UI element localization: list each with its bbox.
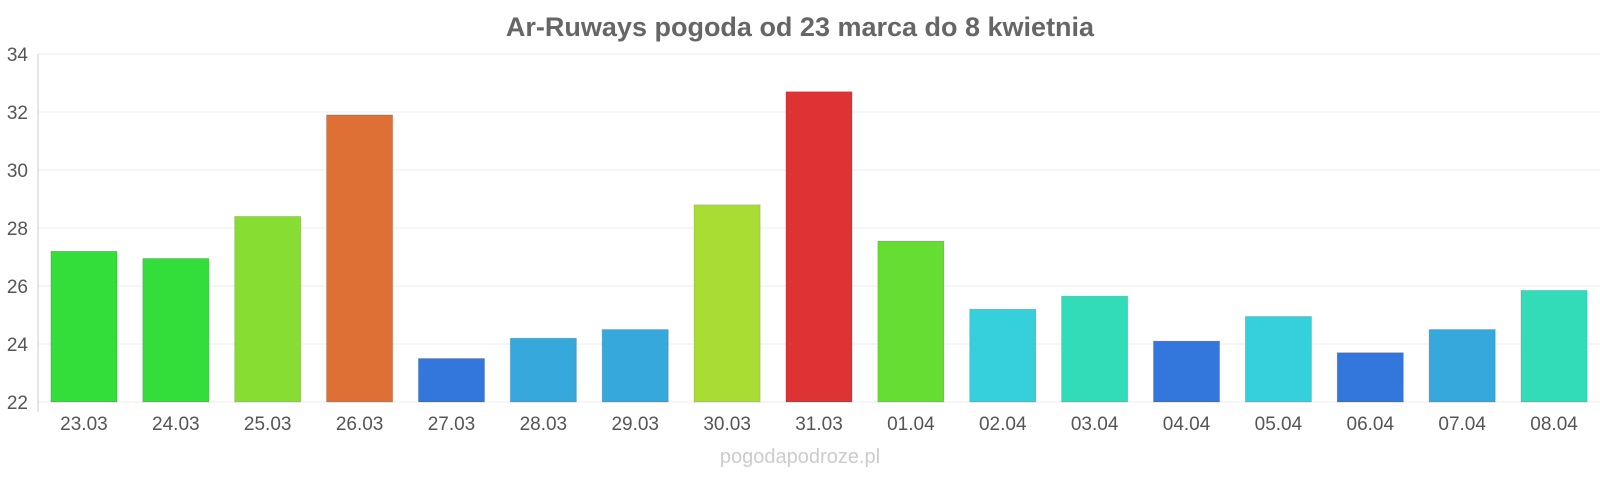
bar-28.03 [509, 337, 577, 403]
y-axis-ticks: 22 24 26 28 30 32 34 [7, 45, 29, 414]
x-tick-label: 02.04 [979, 414, 1027, 435]
x-tick-label: 23.03 [60, 414, 108, 435]
bar-30.03 [693, 204, 761, 403]
bar-05.04 [1244, 315, 1312, 403]
x-tick-label: 27.03 [428, 414, 476, 435]
bar-23.03 [50, 250, 118, 403]
x-tick-label: 29.03 [611, 414, 659, 435]
x-tick-label: 06.04 [1347, 414, 1395, 435]
y-tick-label: 30 [7, 161, 28, 182]
y-tick-label: 26 [7, 277, 28, 298]
x-tick-label: 31.03 [795, 414, 843, 435]
x-tick-label: 08.04 [1530, 414, 1578, 435]
y-tick-label: 28 [7, 219, 28, 240]
bar-06.04 [1336, 352, 1404, 403]
bar-01.04 [877, 240, 945, 403]
x-tick-label: 26.03 [336, 414, 384, 435]
bar-08.04 [1520, 289, 1588, 403]
x-axis-ticks: 23.03 24.03 25.03 26.03 27.03 28.03 29.03 30.03… [60, 414, 1578, 435]
x-tick-label: 05.04 [1255, 414, 1303, 435]
x-tick-label: 28.03 [520, 414, 568, 435]
chart-title: Ar-Ruways pogoda od 23 marca do 8 kwietn… [506, 12, 1095, 42]
bar-04.04 [1152, 340, 1221, 403]
bars [50, 91, 1588, 403]
y-tick-label: 34 [7, 45, 29, 66]
x-tick-label: 01.04 [887, 414, 935, 435]
bar-02.04 [969, 308, 1037, 403]
x-tick-label: 07.04 [1438, 414, 1486, 435]
y-tick-label: 24 [7, 335, 29, 356]
x-tick-label: 24.03 [152, 414, 200, 435]
bar-31.03 [785, 91, 853, 403]
x-tick-label: 30.03 [703, 414, 751, 435]
x-tick-label: 03.04 [1071, 414, 1119, 435]
y-tick-label: 22 [7, 393, 28, 414]
x-tick-label: 25.03 [244, 414, 292, 435]
bar-29.03 [601, 329, 669, 403]
bar-07.04 [1428, 329, 1496, 403]
bar-03.04 [1061, 295, 1129, 403]
bar-27.03 [417, 358, 486, 403]
y-tick-label: 32 [7, 103, 28, 124]
bar-25.03 [234, 215, 302, 403]
bar-24.03 [142, 257, 210, 403]
watermark: pogodapodroze.pl [720, 446, 880, 468]
bar-26.03 [326, 114, 394, 403]
x-tick-label: 04.04 [1163, 414, 1211, 435]
